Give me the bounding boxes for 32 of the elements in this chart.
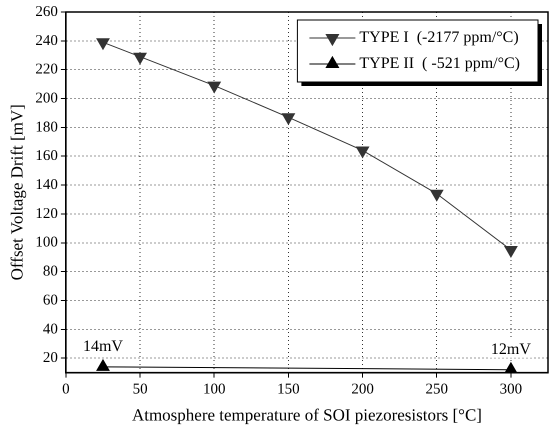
point	[282, 113, 295, 125]
x-tick-label: 100	[202, 382, 226, 398]
x-tick-label: 200	[351, 382, 374, 398]
x-tick-label: 250	[425, 382, 448, 398]
legend-label: TYPE II ( -521 ppm/°C)	[359, 55, 520, 72]
point	[356, 146, 370, 158]
x-axis-title: Atmosphere temperature of SOI piezoresistors [°C]	[132, 405, 482, 424]
y-tick-label: 200	[35, 90, 58, 106]
y-tick-label: 220	[35, 62, 58, 78]
legend-label: TYPE I (-2177 ppm/°C)	[359, 29, 519, 46]
y-tick-label: 80	[42, 264, 58, 280]
y-axis-title: Offset Voltage Drift [mV]	[8, 104, 27, 280]
y-tick-label: 240	[35, 32, 58, 49]
x-tick-label: 0	[62, 382, 70, 398]
y-tick-label: 140	[35, 177, 58, 194]
point	[430, 190, 444, 202]
y-tick-label: 20	[42, 350, 58, 366]
point	[96, 38, 110, 50]
y-tick-label: 260	[35, 4, 58, 20]
y-tick-label: 40	[42, 321, 58, 338]
annotation: 12mV	[490, 340, 532, 358]
x-tick-label: 150	[277, 382, 300, 398]
y-tick-label: 160	[35, 148, 58, 164]
x-tick-label: 50	[132, 382, 148, 398]
point	[134, 52, 147, 64]
y-tick-label: 120	[35, 206, 58, 222]
annotation: 14mV	[82, 338, 124, 356]
y-tick-label: 100	[35, 234, 58, 251]
point	[208, 82, 221, 94]
x-tick-label: 300	[500, 382, 522, 398]
y-tick-label: 60	[42, 292, 58, 308]
y-tick-label: 180	[35, 119, 58, 136]
